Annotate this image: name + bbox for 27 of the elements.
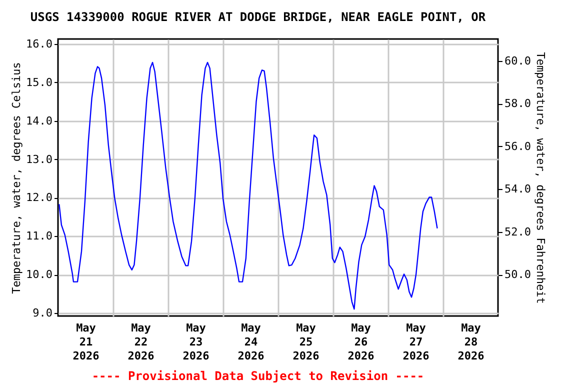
y-tick-label: 16.0: [26, 37, 52, 50]
y-tick-label: 11.0: [26, 230, 52, 243]
x-tick-label: May 25 2026: [292, 322, 320, 362]
y-axis-title: Temperature, water, degrees Celsius: [10, 62, 24, 294]
x-tick-label: May 22 2026: [128, 322, 155, 362]
x-tick-label: May 27 2026: [402, 322, 430, 362]
line-series: [58, 62, 438, 310]
x-tick-label: May 21 2026: [72, 322, 100, 362]
y2-tick-label: 52.0: [504, 225, 531, 238]
y-tick-label: 10.0: [26, 268, 52, 282]
y2-tick-label: 58.0: [504, 97, 531, 110]
x-tick-label: May 28 2026: [458, 322, 485, 362]
y2-tick-label: 54.0: [504, 182, 531, 196]
y-tick-label: 15.0: [26, 76, 52, 89]
x-tick-label: May 26 2026: [348, 322, 375, 362]
y-tick-label: 14.0: [26, 114, 52, 128]
y2-tick-label: 60.0: [504, 54, 531, 68]
y-tick-label: 9.0: [32, 306, 52, 320]
y2-axis-title: Temperature, water, degrees Fahrenheit: [534, 52, 547, 304]
y-tick-label: 13.0: [26, 152, 52, 166]
y2-tick-label: 56.0: [504, 140, 531, 153]
chart-title: USGS 14339000 ROGUE RIVER AT DODGE BRIDGE, NEAR EAGLE POINT, OR: [30, 10, 486, 24]
x-tick-label: May 23 2026: [182, 322, 210, 362]
text: ---- Provisional Data Subject to Revision ----: [92, 369, 424, 383]
y-tick-label: 12.0: [26, 191, 52, 204]
y2-tick-label: 50.0: [504, 268, 531, 282]
x-tick-label: May 24 2026: [238, 322, 265, 362]
